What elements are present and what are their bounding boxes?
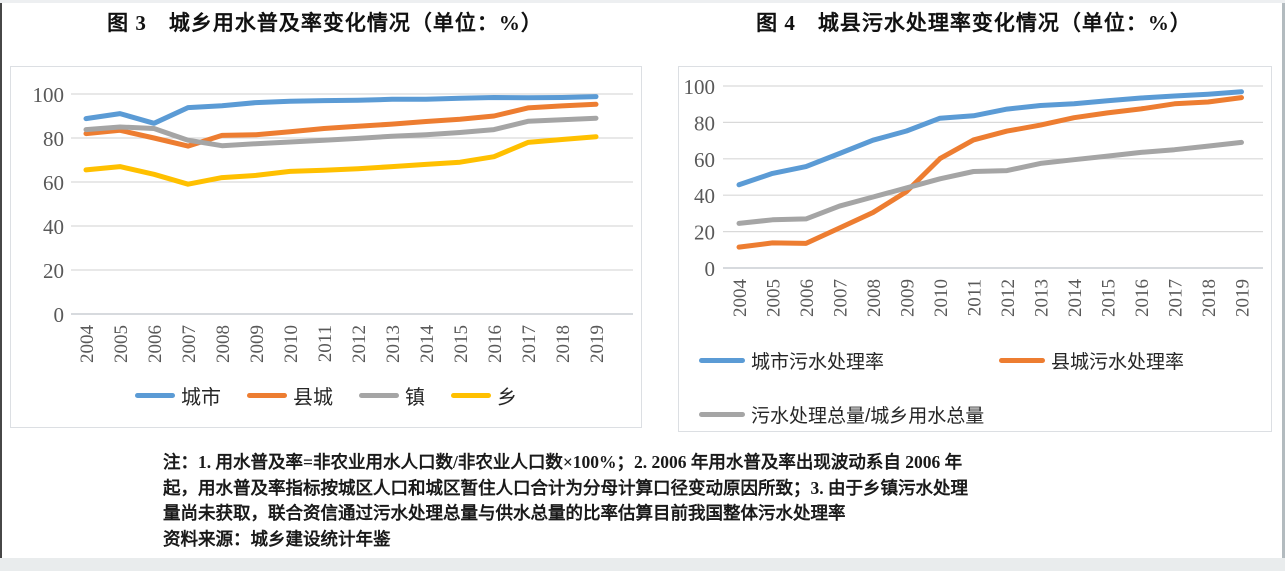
legend-line-marker-icon [999, 358, 1045, 363]
svg-text:2009: 2009 [247, 325, 268, 363]
svg-text:2010: 2010 [931, 279, 952, 317]
figure-3-plot: 0 20 40 60 80 100 2004 2005 2006 2007 2008 2009 2010… [33, 83, 633, 364]
legend-label: 县城 [293, 386, 333, 409]
legend-item: 城市污水处理率 [699, 347, 999, 374]
figure-3-title: 图 3 城乡用水普及率变化情况（单位：%） [107, 11, 543, 35]
legend-line-marker-icon [699, 412, 745, 417]
svg-text:2006: 2006 [797, 279, 818, 317]
svg-text:100: 100 [33, 83, 65, 107]
note-line: 起，用水普及率指标按城区人口和城区暂住人口合计为分母计算口径变动原因所致；3. … [163, 477, 968, 498]
svg-text:2019: 2019 [587, 325, 608, 363]
svg-text:0: 0 [705, 257, 716, 281]
legend-label: 乡 [497, 386, 517, 409]
svg-text:2015: 2015 [1099, 279, 1120, 317]
legend-item: 镇 [359, 381, 425, 410]
svg-text:20: 20 [43, 259, 64, 283]
svg-text:2016: 2016 [1132, 279, 1153, 317]
svg-text:2014: 2014 [417, 325, 438, 364]
svg-text:80: 80 [694, 111, 715, 135]
svg-text:2013: 2013 [1032, 279, 1053, 317]
figure-3-chart: 0 20 40 60 80 100 2004 2005 2006 2007 2008 2009 2010… [10, 66, 642, 428]
figure-4-title: 图 4 城县污水处理率变化情况（单位：%） [756, 11, 1192, 35]
svg-text:2006: 2006 [145, 325, 166, 363]
svg-text:2004: 2004 [730, 279, 751, 318]
svg-text:60: 60 [694, 148, 715, 172]
svg-text:2007: 2007 [179, 325, 200, 363]
svg-text:2017: 2017 [1166, 279, 1187, 317]
note-line: 注：1. 用水普及率=非农业用水人口数/非农业人口数×100%；2. 2006 … [163, 452, 963, 472]
svg-text:2009: 2009 [898, 279, 919, 317]
figure-4-chart: 0 20 40 60 80 100 2004 2005 2006 2007 2008 2009 2010… [678, 66, 1272, 432]
svg-text:2018: 2018 [1199, 279, 1220, 317]
svg-text:2015: 2015 [451, 325, 472, 363]
legend-label: 县城污水处理率 [1051, 352, 1185, 373]
svg-text:40: 40 [694, 184, 715, 208]
legend-line-marker-icon [359, 392, 399, 398]
svg-text:60: 60 [43, 171, 64, 195]
legend-label: 镇 [405, 386, 425, 409]
svg-text:2013: 2013 [383, 325, 404, 363]
figure-4-legend: 城市污水处理率 县城污水处理率 污水处理总量/城乡用水总量 [679, 347, 1271, 428]
svg-text:80: 80 [43, 127, 64, 151]
legend-line-marker-icon [247, 392, 287, 398]
svg-text:20: 20 [694, 221, 715, 245]
legend-label: 城市污水处理率 [751, 352, 885, 373]
figure-4-legend-row-1: 城市污水处理率 县城污水处理率 [699, 347, 1271, 374]
legend-line-marker-icon [699, 358, 745, 363]
svg-text:2019: 2019 [1233, 279, 1254, 317]
svg-text:2007: 2007 [831, 279, 852, 317]
figure-4-plot: 0 20 40 60 80 100 2004 2005 2006 2007 2008 2009 2010… [684, 75, 1263, 318]
legend-item: 污水处理总量/城乡用水总量 [699, 401, 984, 428]
svg-text:2011: 2011 [315, 325, 336, 362]
page-bottom-strip [0, 558, 1285, 571]
svg-text:2010: 2010 [281, 325, 302, 363]
note-line: 量尚未获取，联合资信通过污水处理总量与供水总量的比率估算目前我国整体污水处理率 [163, 503, 846, 523]
legend-label: 城市 [181, 386, 221, 409]
legend-item: 县城 [247, 381, 333, 410]
legend-line-marker-icon [135, 392, 175, 398]
svg-text:2008: 2008 [213, 325, 234, 363]
svg-text:2012: 2012 [998, 279, 1019, 317]
svg-text:2018: 2018 [553, 325, 574, 363]
svg-text:2008: 2008 [864, 279, 885, 317]
svg-text:2014: 2014 [1065, 279, 1086, 318]
figure-3-legend: 城市 县城 镇 乡 [11, 373, 641, 417]
svg-text:2012: 2012 [349, 325, 370, 363]
svg-text:2005: 2005 [111, 325, 132, 363]
page-top-strip [0, 0, 1285, 3]
legend-item: 乡 [451, 381, 517, 410]
svg-text:0: 0 [54, 303, 65, 327]
svg-text:2004: 2004 [77, 325, 98, 364]
svg-text:2011: 2011 [965, 279, 986, 316]
legend-item: 城市 [135, 381, 221, 410]
legend-label: 污水处理总量/城乡用水总量 [751, 406, 985, 427]
legend-line-marker-icon [451, 392, 491, 398]
svg-text:40: 40 [43, 215, 64, 239]
figure-4-legend-row-2: 污水处理总量/城乡用水总量 [699, 401, 1271, 428]
svg-text:2016: 2016 [485, 325, 506, 363]
notes-block: 注：1. 用水普及率=非农业用水人口数/非农业人口数×100%；2. 2006 … [163, 450, 968, 552]
legend-item: 县城污水处理率 [999, 347, 1184, 374]
source-line: 资料来源：城乡建设统计年鉴 [163, 528, 391, 549]
svg-text:2005: 2005 [764, 279, 785, 317]
svg-text:100: 100 [684, 75, 716, 99]
svg-text:2017: 2017 [519, 325, 540, 363]
